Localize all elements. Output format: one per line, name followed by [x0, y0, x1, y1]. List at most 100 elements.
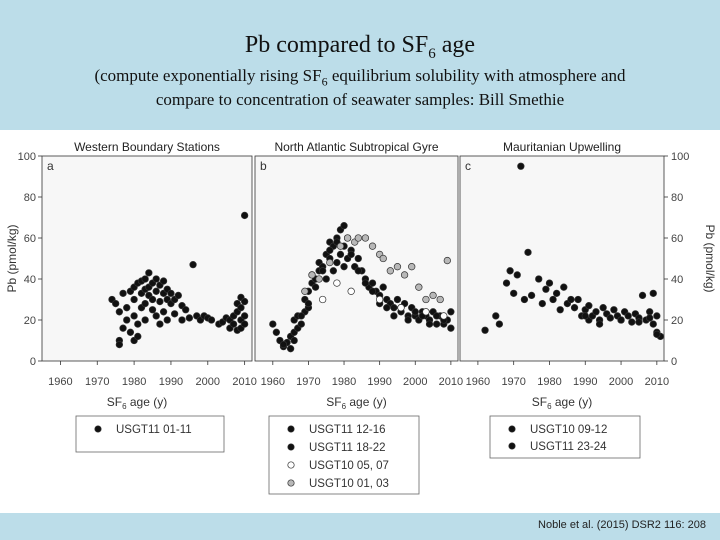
- x-tick-label: 1960: [48, 376, 72, 388]
- data-point: [134, 320, 142, 328]
- data-point: [319, 267, 327, 275]
- data-point: [119, 324, 127, 332]
- x-tick-label: 1980: [537, 376, 561, 388]
- data-point: [429, 291, 437, 300]
- x-tick-label: 2000: [196, 376, 220, 388]
- data-point: [635, 318, 643, 326]
- data-point: [170, 310, 179, 318]
- data-point: [163, 316, 171, 324]
- data-point: [556, 306, 564, 314]
- data-point: [329, 267, 338, 275]
- slide-subtitle-line1: (compute exponentially rising SF6 equili…: [94, 66, 626, 89]
- legend-marker: [287, 461, 295, 469]
- data-point: [123, 304, 131, 312]
- data-point: [610, 306, 618, 314]
- data-point: [174, 291, 182, 300]
- x-tick-label: 2010: [439, 376, 463, 388]
- data-point: [156, 297, 164, 306]
- data-point: [368, 279, 377, 287]
- y-tick-label: 60: [24, 233, 36, 245]
- data-point: [290, 336, 298, 345]
- panel-title: Western Boundary Stations: [74, 140, 220, 154]
- data-point: [240, 312, 249, 320]
- data-point: [326, 258, 334, 267]
- legend-label: USGT11 01-11: [116, 424, 192, 436]
- y-tick-label: 60: [671, 233, 683, 245]
- y-tick-label: 80: [24, 192, 36, 204]
- data-point: [189, 260, 197, 269]
- data-point: [375, 295, 384, 304]
- y-tick-label: 40: [24, 274, 36, 286]
- data-point: [152, 287, 160, 295]
- data-point: [646, 308, 654, 316]
- data-point: [495, 320, 504, 328]
- data-point: [148, 306, 157, 314]
- legend-label: USGT11 23-24: [530, 441, 607, 453]
- data-point: [510, 289, 518, 298]
- data-point: [152, 312, 160, 320]
- data-point: [390, 304, 398, 312]
- data-point: [347, 287, 355, 295]
- legend-label: USGT10 05, 07: [309, 460, 389, 472]
- data-point: [308, 271, 316, 279]
- panel-letter: a: [47, 159, 54, 173]
- data-point: [119, 289, 127, 298]
- x-tick-label: 1970: [85, 376, 109, 388]
- data-point: [422, 295, 430, 304]
- data-point: [436, 295, 444, 304]
- data-point: [542, 285, 550, 293]
- citation: Noble et al. (2015) DSR2 116: 208: [538, 519, 706, 531]
- data-point: [354, 254, 362, 263]
- panel-letter: b: [260, 159, 267, 173]
- data-point: [447, 308, 455, 316]
- y-tick-label: 20: [671, 315, 683, 327]
- y-tick-label: 0: [671, 356, 677, 368]
- data-point: [286, 345, 295, 353]
- data-point: [343, 234, 352, 242]
- data-point: [585, 301, 593, 310]
- data-point: [447, 324, 455, 332]
- legend-marker: [287, 443, 295, 451]
- data-point: [240, 211, 249, 220]
- x-axis-label: SF6 age (y): [532, 395, 592, 411]
- data-point: [432, 312, 441, 320]
- data-point: [130, 295, 138, 304]
- data-point: [527, 291, 536, 300]
- data-point: [386, 267, 394, 275]
- legend-marker: [94, 425, 102, 433]
- data-point: [340, 222, 348, 230]
- data-point: [599, 304, 607, 312]
- x-axis-label: SF6 age (y): [326, 395, 386, 411]
- slide-header: [0, 0, 720, 130]
- data-point: [361, 234, 370, 242]
- panel-letter: c: [465, 159, 471, 173]
- data-point: [354, 267, 362, 275]
- data-point: [115, 340, 124, 349]
- data-point: [167, 289, 175, 298]
- data-point: [368, 287, 377, 295]
- data-point: [492, 312, 500, 320]
- data-point: [319, 295, 327, 304]
- data-point: [502, 279, 511, 287]
- data-point: [415, 283, 423, 291]
- data-point: [126, 328, 135, 336]
- data-point: [112, 299, 120, 308]
- data-point: [333, 258, 341, 267]
- data-point: [141, 275, 149, 283]
- data-point: [148, 295, 157, 304]
- x-tick-label: 1970: [296, 376, 320, 388]
- data-point: [361, 279, 370, 287]
- plot-frame: [459, 155, 665, 362]
- y-axis-label: Pb (pmol/kg): [703, 224, 717, 292]
- data-point: [617, 316, 625, 324]
- data-point: [649, 289, 657, 298]
- data-point: [185, 314, 194, 322]
- data-point: [297, 312, 305, 320]
- data-point: [322, 275, 330, 283]
- data-point: [379, 283, 387, 291]
- x-tick-label: 2000: [609, 376, 633, 388]
- panel-title: Mauritanian Upwelling: [503, 140, 621, 154]
- x-tick-label: 1990: [573, 376, 597, 388]
- y-tick-label: 100: [18, 151, 36, 163]
- data-point: [141, 316, 149, 324]
